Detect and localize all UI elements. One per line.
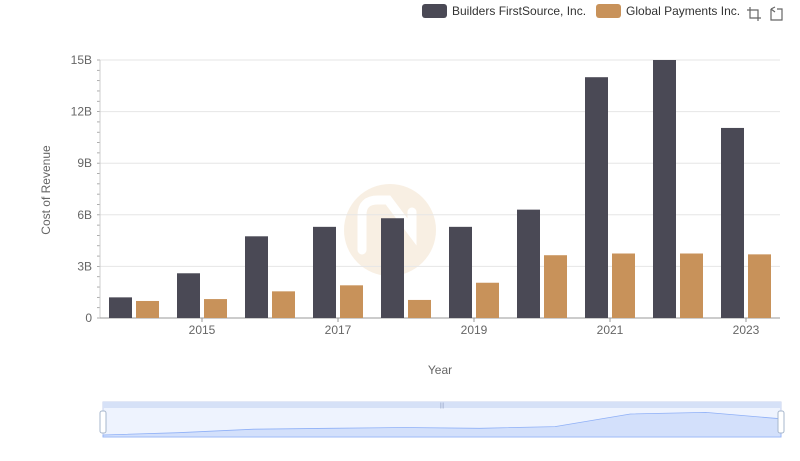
x-tick-label: 2017 xyxy=(325,323,352,337)
bar-builders-2016[interactable] xyxy=(245,236,268,318)
toolbox xyxy=(746,6,784,22)
x-tick-label: 2023 xyxy=(733,323,760,337)
zoom-icon[interactable] xyxy=(746,6,762,22)
y-axis-title: Cost of Revenue xyxy=(39,145,53,235)
y-tick-label: 0 xyxy=(85,311,92,325)
data-zoom-top-bar[interactable] xyxy=(103,402,781,408)
x-axis-title: Year xyxy=(428,363,452,377)
bar-global-payments-2019[interactable] xyxy=(476,282,499,318)
legend-label-global-payments: Global Payments Inc. xyxy=(626,4,741,18)
bar-builders-2020[interactable] xyxy=(517,209,540,318)
x-tick-label: 2015 xyxy=(189,323,216,337)
data-zoom-handle-right[interactable] xyxy=(777,410,785,434)
legend-item-builders[interactable]: Builders FirstSource, Inc. xyxy=(422,4,586,18)
bar-global-payments-2020[interactable] xyxy=(544,255,567,318)
data-zoom-handle-left[interactable] xyxy=(99,410,107,434)
y-tick-label: 9B xyxy=(77,156,92,170)
data-zoom-slider[interactable]: ||| xyxy=(99,401,785,438)
bar-builders-2014[interactable] xyxy=(109,297,132,318)
y-tick-label: 3B xyxy=(77,259,92,273)
x-tick-label: 2019 xyxy=(461,323,488,337)
legend-swatch-global-payments xyxy=(596,4,622,18)
bar-global-payments-2015[interactable] xyxy=(204,299,227,318)
bar-global-payments-2022[interactable] xyxy=(680,253,703,319)
bar-builders-2018[interactable] xyxy=(381,218,404,318)
legend: Builders FirstSource, Inc. Global Paymen… xyxy=(422,4,750,18)
bar-builders-2017[interactable] xyxy=(313,226,336,318)
bar-builders-2023[interactable] xyxy=(721,127,744,318)
bar-builders-2015[interactable] xyxy=(177,273,200,318)
legend-item-global-payments[interactable]: Global Payments Inc. xyxy=(596,4,740,18)
y-tick-label: 15B xyxy=(71,53,92,67)
x-tick-label: 2021 xyxy=(597,323,624,337)
bar-builders-2019[interactable] xyxy=(449,226,472,318)
legend-label-builders: Builders FirstSource, Inc. xyxy=(452,4,587,18)
y-tick-label: 6B xyxy=(77,208,92,222)
data-zoom-grip-icon: ||| xyxy=(440,403,445,409)
bar-global-payments-2016[interactable] xyxy=(272,291,295,318)
legend-swatch-builders xyxy=(422,4,447,18)
bar-global-payments-2021[interactable] xyxy=(612,253,635,319)
restore-icon[interactable] xyxy=(768,6,784,22)
y-tick-label: 12B xyxy=(71,105,92,119)
bar-global-payments-2018[interactable] xyxy=(408,299,431,318)
bar-builders-2021[interactable] xyxy=(585,77,608,318)
bar-global-payments-2023[interactable] xyxy=(748,254,771,318)
bar-builders-2022[interactable] xyxy=(653,60,676,318)
bar-global-payments-2017[interactable] xyxy=(340,285,363,318)
bar-global-payments-2014[interactable] xyxy=(136,300,159,318)
